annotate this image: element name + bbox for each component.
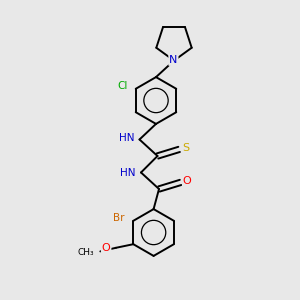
Text: N: N	[169, 55, 178, 65]
Text: Br: Br	[112, 213, 124, 224]
Text: Cl: Cl	[117, 81, 128, 92]
Text: CH₃: CH₃	[78, 248, 94, 257]
Text: HN: HN	[118, 133, 134, 143]
Text: S: S	[182, 143, 189, 153]
Text: O: O	[102, 243, 110, 254]
Text: O: O	[183, 176, 192, 186]
Text: HN: HN	[120, 167, 136, 178]
